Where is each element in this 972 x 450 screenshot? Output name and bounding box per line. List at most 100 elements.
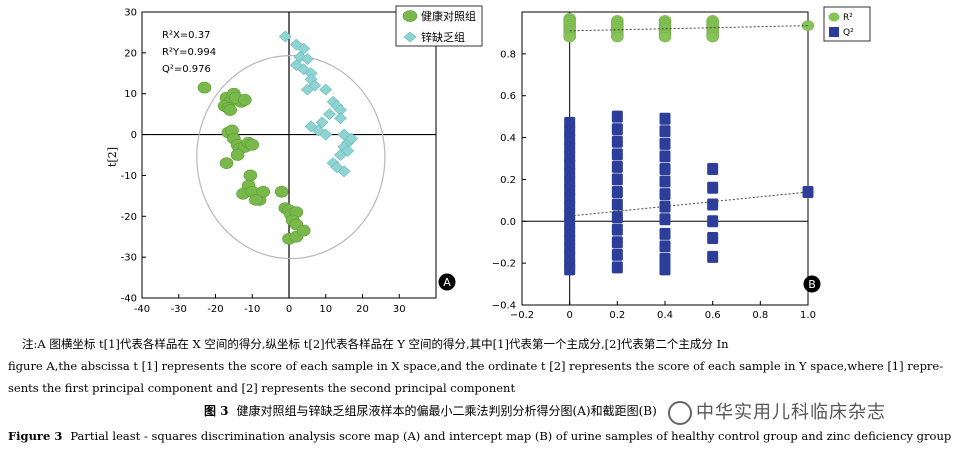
r2-point bbox=[611, 31, 624, 43]
q2-point bbox=[659, 150, 671, 163]
confidence-ellipse bbox=[196, 54, 386, 260]
regression-line bbox=[569, 25, 809, 32]
zinc-point bbox=[337, 165, 351, 178]
x-tick-label: −0.2 bbox=[510, 310, 534, 320]
q2-point bbox=[659, 227, 671, 240]
legend-healthy-label: 健康对照组 bbox=[421, 9, 476, 23]
healthy-point bbox=[197, 81, 212, 94]
zinc-point bbox=[278, 30, 292, 43]
y-tick-label: −0.2 bbox=[492, 259, 516, 270]
x-tick-label: 0.2 bbox=[609, 310, 625, 320]
q2-point bbox=[611, 248, 623, 261]
q2-point bbox=[611, 185, 623, 198]
figure-title-cn: 图 3 健康对照组与锌缺乏组尿液样本的偏最小二乘法判别分析得分图(A)和截距图(B… bbox=[204, 402, 657, 421]
healthy-point bbox=[249, 194, 263, 206]
q2-point bbox=[659, 252, 671, 265]
q2-point bbox=[611, 110, 623, 123]
legend-q2-label: Q² bbox=[843, 28, 854, 38]
x-tick-label: 30 bbox=[393, 304, 406, 315]
x-tick-label: -30 bbox=[171, 304, 187, 315]
watermark: 中华实用儿科临床杂志 bbox=[668, 398, 886, 425]
stat-label: Q²=0.976 bbox=[162, 64, 211, 75]
q2-point bbox=[659, 137, 671, 150]
healthy-point bbox=[274, 185, 289, 198]
q2-point bbox=[611, 148, 623, 161]
x-tick-label: -40 bbox=[134, 304, 150, 315]
q2-point bbox=[611, 173, 623, 186]
panel-label-a-badge bbox=[438, 273, 456, 291]
caption-note-cn: 注:A 图横坐标 t[1]代表各样品在 X 空间的得分,纵坐标 t[2]代表各样… bbox=[22, 337, 729, 351]
watermark-text: 中华实用儿科临床杂志 bbox=[696, 402, 886, 423]
y-tick-label: -20 bbox=[121, 212, 137, 223]
x-tick-label: 0 bbox=[566, 310, 572, 320]
y-tick-label: -10 bbox=[121, 171, 137, 182]
figure-label-cn: 图 3 bbox=[204, 404, 229, 418]
zinc-point bbox=[334, 149, 347, 161]
healthy-point bbox=[243, 169, 258, 182]
q2-point bbox=[659, 188, 671, 201]
q2-point bbox=[659, 263, 671, 276]
figure-label-en: Figure 3 bbox=[8, 429, 63, 443]
q2-point bbox=[659, 162, 671, 175]
x-tick-label: -20 bbox=[207, 304, 223, 315]
q2-point bbox=[611, 135, 623, 148]
x-tick-label: 20 bbox=[356, 304, 369, 315]
healthy-point bbox=[238, 94, 252, 106]
x-tick-label: 0 bbox=[286, 304, 292, 315]
regression-line bbox=[569, 191, 809, 217]
legend-healthy-marker bbox=[402, 10, 418, 22]
panel-a: -40 -30 -20 -10 0 10 20 30 -40 -30 -20 -10 0 10 20 30 t[… bbox=[106, 5, 483, 320]
q2-point bbox=[611, 236, 623, 249]
figure-title-en: Figure 3 Partial least - squares discrimi… bbox=[8, 427, 951, 446]
figure-title-cn-text: 健康对照组与锌缺乏组尿液样本的偏最小二乘法判别分析得分图(A)和截距图(B) bbox=[236, 404, 657, 418]
stat-label: R²Y=0.994 bbox=[162, 47, 216, 58]
y-tick-label: 20 bbox=[124, 48, 137, 59]
q2-point bbox=[707, 232, 719, 245]
q2-point bbox=[659, 240, 671, 253]
healthy-point bbox=[219, 157, 234, 169]
zinc-point bbox=[300, 83, 314, 96]
x-tick-label: 10 bbox=[319, 304, 332, 315]
caption-note-en-line1: figure A,the abscissa t [1] represents t… bbox=[8, 359, 944, 373]
q2-point bbox=[707, 215, 719, 228]
q2-point bbox=[611, 160, 623, 173]
healthy-point bbox=[230, 149, 245, 161]
x-tick-label: 1.0 bbox=[800, 310, 816, 320]
panel-label-b: B bbox=[808, 278, 816, 291]
q2-point bbox=[611, 198, 623, 211]
q2-point bbox=[659, 125, 671, 138]
q2-point bbox=[659, 175, 671, 188]
q2-point bbox=[707, 181, 719, 194]
q2-point bbox=[659, 213, 671, 226]
x-tick-label: -10 bbox=[244, 304, 260, 315]
caption-note-en-line2: sents the first principal component and … bbox=[8, 381, 516, 395]
y-axis-label: t[2] bbox=[106, 147, 119, 167]
r2-point bbox=[658, 31, 672, 43]
q2-point bbox=[659, 200, 671, 213]
zinc-point bbox=[319, 83, 333, 96]
q2-point bbox=[564, 263, 576, 276]
figure-title-en-text: Partial least - squares discrimination a… bbox=[70, 429, 952, 443]
legend-zinc-marker bbox=[403, 31, 417, 43]
figure-svg: -40 -30 -20 -10 0 10 20 30 -40 -30 -20 -10 0 10 20 30 t[… bbox=[106, 5, 871, 320]
zinc-point bbox=[334, 112, 347, 125]
healthy-point bbox=[223, 104, 237, 116]
r2-point bbox=[563, 31, 576, 43]
zinc-point bbox=[345, 132, 358, 145]
q2-point bbox=[802, 185, 814, 198]
y-tick-label: 30 bbox=[124, 8, 137, 19]
healthy-point bbox=[296, 224, 311, 237]
q2-point bbox=[611, 261, 623, 274]
legend-r2-marker bbox=[828, 12, 840, 22]
y-tick-label: 0.0 bbox=[500, 217, 516, 228]
y-tick-label: 10 bbox=[124, 89, 137, 100]
x-tick-label: 0.6 bbox=[705, 310, 721, 320]
q2-point bbox=[611, 211, 623, 224]
panel-label-b-badge bbox=[803, 275, 821, 293]
q2-point bbox=[707, 250, 719, 263]
panel-b: −0.2 0 0.2 0.4 0.6 0.8 1.0−0.4−0.20.00.20.40.6… bbox=[492, 6, 871, 320]
y-tick-label: 0.6 bbox=[500, 91, 516, 102]
zinc-point bbox=[319, 128, 333, 141]
q2-point bbox=[611, 223, 623, 236]
